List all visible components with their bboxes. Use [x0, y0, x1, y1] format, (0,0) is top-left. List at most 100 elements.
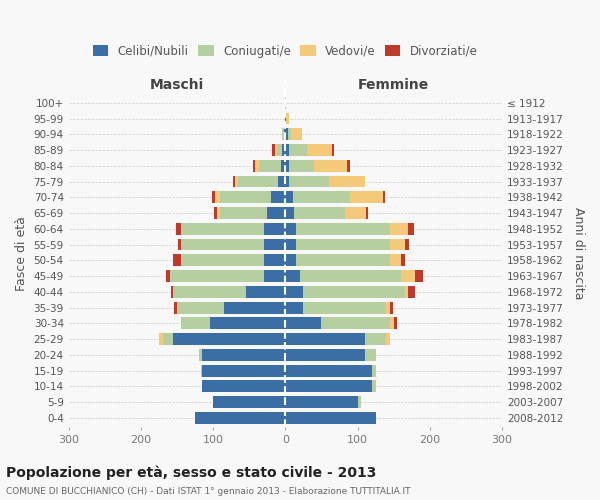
- Bar: [217, 207, 220, 219]
- Bar: [286, 254, 296, 266]
- Bar: [394, 318, 397, 330]
- Bar: [390, 302, 393, 314]
- Bar: [286, 364, 372, 376]
- Bar: [284, 112, 286, 124]
- Bar: [294, 207, 344, 219]
- Bar: [304, 286, 404, 298]
- Bar: [386, 333, 390, 345]
- Bar: [401, 254, 405, 266]
- Bar: [289, 160, 314, 172]
- Bar: [347, 160, 350, 172]
- Bar: [287, 128, 291, 140]
- Text: Maschi: Maschi: [150, 78, 204, 92]
- Y-axis label: Anni di nascita: Anni di nascita: [572, 207, 585, 300]
- Bar: [286, 349, 365, 361]
- Bar: [350, 192, 383, 203]
- Bar: [404, 286, 408, 298]
- Bar: [163, 333, 173, 345]
- Bar: [173, 254, 181, 266]
- Bar: [255, 160, 259, 172]
- Bar: [289, 144, 307, 156]
- Bar: [314, 160, 347, 172]
- Bar: [181, 318, 209, 330]
- Bar: [332, 144, 334, 156]
- Bar: [213, 396, 286, 408]
- Y-axis label: Fasce di età: Fasce di età: [15, 216, 28, 290]
- Bar: [235, 176, 238, 188]
- Bar: [365, 349, 376, 361]
- Bar: [286, 176, 289, 188]
- Bar: [209, 318, 286, 330]
- Bar: [401, 270, 415, 282]
- Bar: [286, 128, 287, 140]
- Bar: [174, 302, 177, 314]
- Bar: [408, 286, 415, 298]
- Bar: [390, 254, 401, 266]
- Bar: [286, 270, 300, 282]
- Bar: [404, 238, 409, 250]
- Bar: [278, 176, 286, 188]
- Bar: [286, 333, 365, 345]
- Bar: [170, 286, 173, 298]
- Bar: [386, 302, 390, 314]
- Bar: [286, 192, 293, 203]
- Bar: [322, 318, 390, 330]
- Bar: [224, 302, 286, 314]
- Bar: [202, 380, 286, 392]
- Bar: [253, 160, 255, 172]
- Bar: [390, 223, 408, 234]
- Bar: [263, 270, 286, 282]
- Bar: [383, 192, 385, 203]
- Bar: [233, 176, 235, 188]
- Bar: [173, 286, 245, 298]
- Bar: [284, 128, 286, 140]
- Bar: [366, 207, 368, 219]
- Bar: [170, 270, 263, 282]
- Bar: [181, 238, 263, 250]
- Bar: [415, 270, 422, 282]
- Bar: [259, 160, 281, 172]
- Bar: [195, 412, 286, 424]
- Bar: [268, 207, 286, 219]
- Bar: [286, 412, 376, 424]
- Bar: [283, 128, 284, 140]
- Text: Popolazione per età, sesso e stato civile - 2013: Popolazione per età, sesso e stato civil…: [6, 466, 376, 480]
- Bar: [286, 302, 304, 314]
- Bar: [390, 238, 404, 250]
- Legend: Celibi/Nubili, Coniugati/e, Vedovi/e, Divorziati/e: Celibi/Nubili, Coniugati/e, Vedovi/e, Di…: [88, 40, 482, 62]
- Bar: [365, 333, 386, 345]
- Bar: [296, 254, 390, 266]
- Bar: [173, 333, 286, 345]
- Bar: [390, 318, 394, 330]
- Text: Femmine: Femmine: [358, 78, 430, 92]
- Bar: [212, 192, 215, 203]
- Bar: [344, 207, 366, 219]
- Bar: [286, 238, 296, 250]
- Bar: [286, 112, 289, 124]
- Bar: [238, 176, 278, 188]
- Bar: [296, 223, 390, 234]
- Bar: [372, 380, 376, 392]
- Bar: [304, 302, 386, 314]
- Bar: [286, 318, 322, 330]
- Bar: [293, 192, 350, 203]
- Bar: [286, 207, 294, 219]
- Bar: [408, 223, 414, 234]
- Bar: [286, 380, 372, 392]
- Bar: [201, 364, 202, 376]
- Bar: [271, 192, 286, 203]
- Bar: [263, 223, 286, 234]
- Bar: [277, 144, 283, 156]
- Bar: [372, 364, 376, 376]
- Bar: [307, 144, 332, 156]
- Bar: [296, 238, 390, 250]
- Bar: [159, 333, 163, 345]
- Bar: [289, 176, 329, 188]
- Bar: [358, 396, 361, 408]
- Bar: [286, 396, 358, 408]
- Bar: [202, 349, 286, 361]
- Bar: [176, 223, 181, 234]
- Bar: [245, 286, 286, 298]
- Bar: [215, 192, 220, 203]
- Bar: [329, 176, 365, 188]
